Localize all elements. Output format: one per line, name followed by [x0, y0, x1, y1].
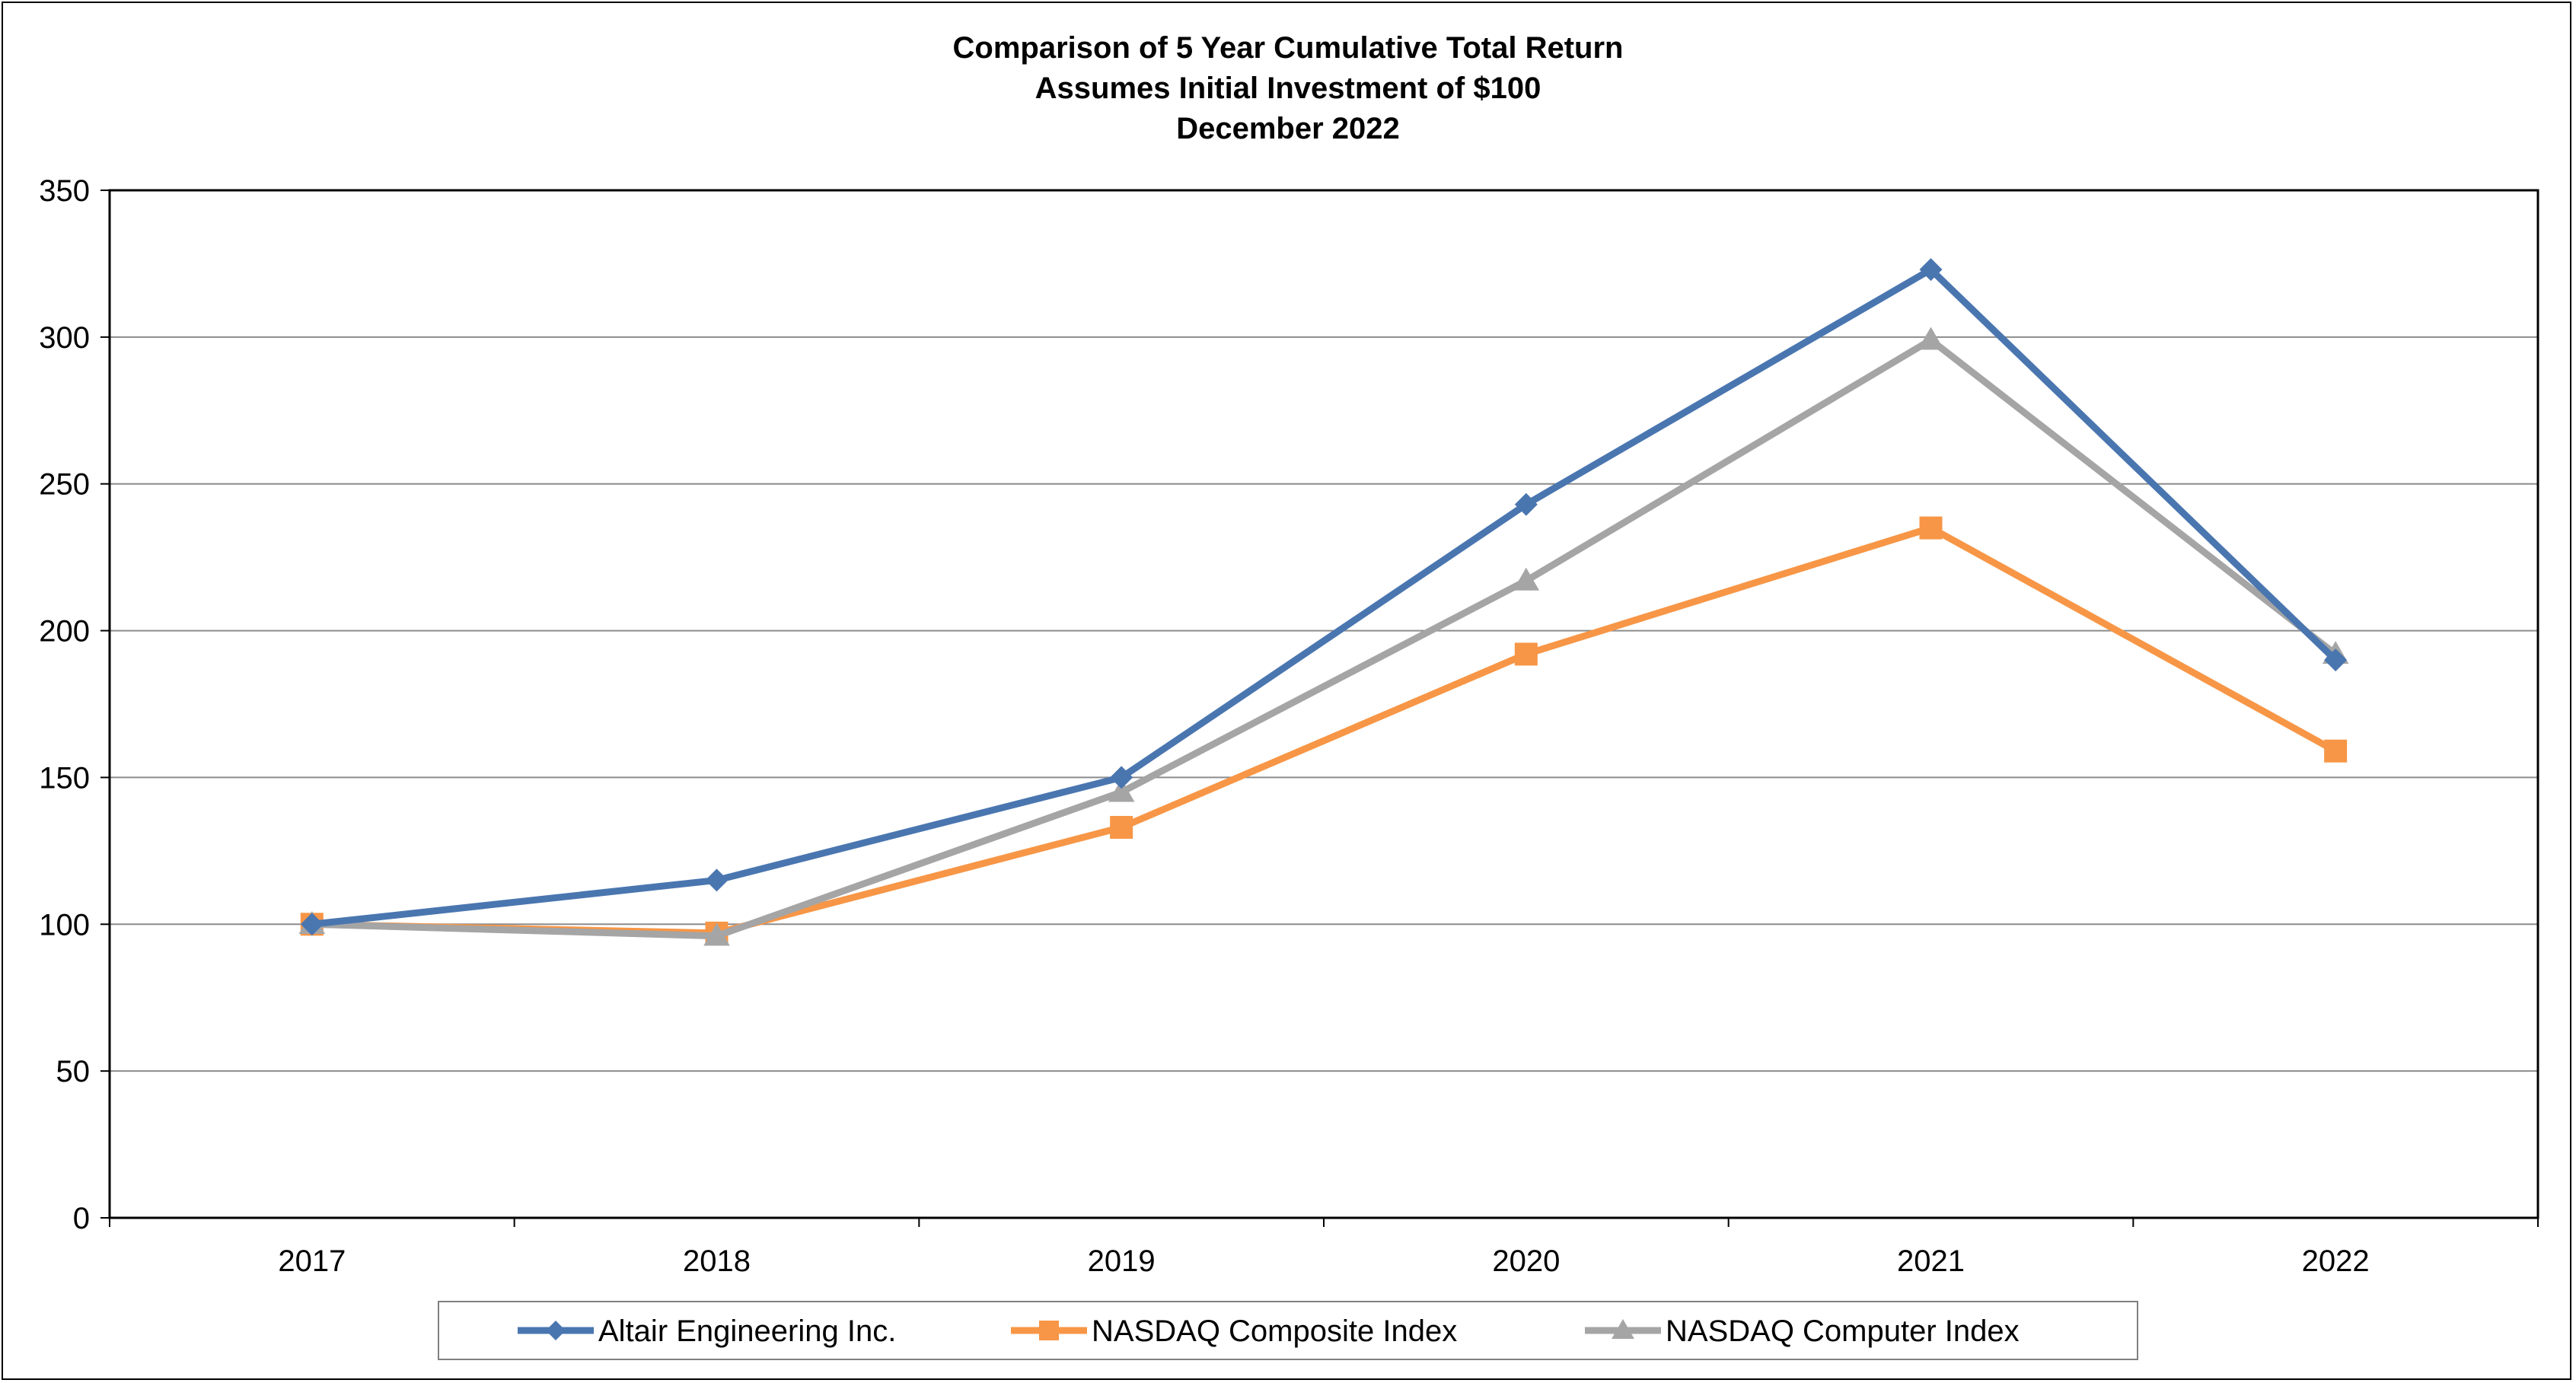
grid-layer — [110, 336, 2538, 1072]
legend-label: Altair Engineering Inc. — [598, 1314, 896, 1348]
legend-item: Altair Engineering Inc. — [518, 1314, 896, 1348]
series-2 — [298, 327, 2349, 946]
data-point — [2324, 739, 2348, 763]
data-point — [1919, 516, 1943, 540]
legend-label: NASDAQ Computer Index — [1666, 1314, 2020, 1348]
y-tick-label: 350 — [39, 174, 90, 208]
series-line — [311, 336, 2338, 940]
x-tick-label: 2017 — [278, 1244, 346, 1278]
data-point — [705, 868, 728, 892]
data-point — [1612, 1319, 1634, 1340]
y-tick-label: 0 — [73, 1202, 90, 1235]
x-tick-label: 2018 — [683, 1244, 751, 1278]
y-tick-label: 250 — [39, 468, 90, 502]
series-layer — [298, 258, 2349, 946]
legend-box — [438, 1301, 2138, 1360]
data-point — [1108, 779, 1135, 802]
x-tick-label: 2022 — [2302, 1244, 2370, 1278]
x-tick-label: 2021 — [1897, 1244, 1965, 1278]
plot-area-border — [108, 189, 2539, 1219]
x-tick-label: 2020 — [1492, 1244, 1560, 1278]
data-point — [703, 923, 730, 946]
chart-title: Comparison of 5 Year Cumulative Total Re… — [953, 31, 1624, 65]
series-line — [311, 266, 2338, 928]
data-point — [2324, 648, 2348, 672]
data-point — [1513, 567, 1540, 591]
series-1 — [300, 516, 2348, 945]
legend-item: NASDAQ Composite Index — [1011, 1314, 1457, 1348]
legend-item: NASDAQ Computer Index — [1585, 1314, 2020, 1348]
data-point — [1919, 258, 1943, 282]
y-tick-label: 50 — [56, 1055, 91, 1088]
x-tick-label: 2019 — [1088, 1244, 1156, 1278]
series-line — [311, 524, 2338, 937]
y-tick-label: 100 — [39, 908, 90, 942]
data-point — [1514, 642, 1538, 666]
legend-label: NASDAQ Composite Index — [1092, 1314, 1457, 1348]
data-point — [546, 1321, 566, 1340]
y-tick-label: 150 — [39, 761, 90, 795]
x-axis: 2017 2018 2019 2020 2021 2022 — [109, 1218, 2539, 1278]
data-point — [1918, 327, 1944, 350]
data-point — [1039, 1321, 1059, 1340]
chart-subtitle-date: December 2022 — [1176, 112, 1400, 145]
data-point — [1514, 492, 1538, 516]
chart-subtitle: Assumes Initial Investment of $100 — [1035, 72, 1541, 105]
y-tick-label: 300 — [39, 321, 90, 355]
data-point — [1110, 816, 1133, 839]
y-axis: 0 50 100 150 200 250 300 350 — [39, 174, 110, 1235]
legend: Altair Engineering Inc. NASDAQ Composite … — [438, 1301, 2138, 1360]
data-point — [1110, 766, 1133, 789]
y-tick-label: 200 — [39, 615, 90, 648]
series-0 — [300, 258, 2348, 936]
data-point — [300, 913, 324, 936]
